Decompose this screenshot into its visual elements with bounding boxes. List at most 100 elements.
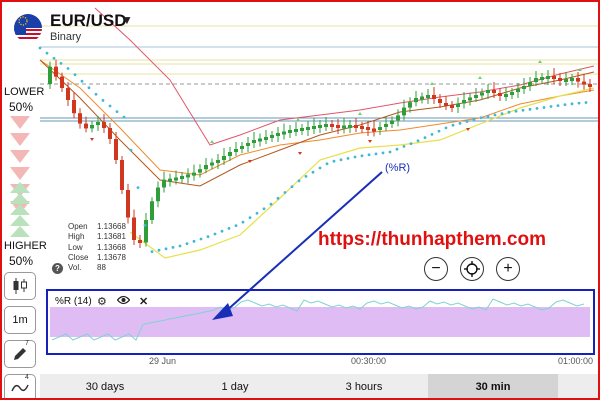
parabolic-sar-dot	[143, 223, 147, 227]
parabolic-sar-dot	[521, 108, 525, 112]
timeframe-1-day[interactable]: 1 day	[221, 381, 249, 393]
candle-body	[84, 123, 88, 129]
candle-body	[168, 178, 172, 182]
parabolic-sar-dot	[192, 239, 196, 243]
fractal-up-marker	[538, 60, 542, 63]
parabolic-sar-dot	[507, 110, 511, 114]
candle-body	[222, 156, 226, 160]
up-arrow-strip	[10, 193, 30, 204]
zoom-in-button[interactable]: +	[496, 257, 520, 281]
up-arrow-strip	[10, 182, 30, 193]
recenter-button[interactable]	[460, 257, 484, 281]
parabolic-sar-dot	[570, 102, 574, 106]
candle-body	[516, 89, 520, 92]
higher-label[interactable]: HIGHER	[4, 240, 47, 252]
parabolic-sar-dot	[129, 148, 133, 152]
candle-body	[180, 176, 184, 179]
candle-body	[438, 99, 442, 103]
chevron-down-icon[interactable]: ▼	[121, 13, 133, 27]
candle-body	[510, 92, 514, 95]
candle-body	[348, 125, 352, 128]
candlestick-icon	[13, 278, 27, 294]
fractal-down-marker	[90, 138, 94, 141]
candle-body	[546, 76, 550, 79]
parabolic-sar-dot	[122, 115, 126, 119]
help-icon[interactable]: ?	[52, 263, 63, 274]
candle-body	[480, 92, 484, 96]
parabolic-sar-dot	[388, 150, 392, 154]
draw-tools-badge: 7	[25, 340, 29, 347]
parabolic-sar-dot	[402, 145, 406, 148]
candle-body	[354, 125, 358, 128]
candle-body	[150, 201, 154, 220]
lower-label[interactable]: LOWER	[4, 86, 45, 98]
moving-average-line	[94, 7, 595, 146]
up-arrow-strip	[10, 226, 30, 237]
parabolic-sar-dot	[353, 155, 357, 159]
ohlc-tooltip: Open 1.13668 High 1.13681 Low 1.13668 Close…	[68, 222, 126, 273]
parabolic-sar-dot	[115, 110, 119, 113]
candle-body	[426, 95, 430, 98]
asset-pair-title[interactable]: EUR/USD	[50, 11, 127, 30]
parabolic-sar-dot	[304, 175, 308, 178]
parabolic-sar-dot	[535, 107, 539, 110]
parabolic-sar-dot	[199, 237, 203, 241]
candle-body	[582, 81, 586, 85]
parabolic-sar-dot	[213, 232, 217, 236]
candle-body	[156, 187, 160, 202]
candle-body	[378, 127, 382, 130]
moving-average-line	[39, 59, 595, 187]
candle-body	[192, 172, 196, 176]
parabolic-sar-dot	[101, 99, 105, 102]
high-label: High	[68, 232, 85, 242]
candle-body	[72, 100, 76, 114]
parabolic-sar-dot	[178, 244, 182, 248]
close-label: Close	[68, 252, 89, 262]
candle-body	[186, 174, 190, 178]
timeframe-30-days[interactable]: 30 days	[85, 381, 125, 393]
candle-body	[534, 78, 538, 82]
indicators-button[interactable]	[4, 374, 36, 400]
timeframe-3-hours[interactable]: 3 hours	[345, 381, 383, 393]
parabolic-sar-dot	[80, 79, 84, 83]
candle-body	[408, 102, 412, 108]
open-value: 1.13668	[97, 222, 126, 231]
parabolic-sar-dot	[577, 101, 581, 105]
candle-body	[414, 98, 418, 103]
gear-icon[interactable]: ⚙	[97, 296, 107, 308]
candle-body	[288, 130, 292, 133]
parabolic-sar-dot	[360, 154, 364, 158]
chart-type-button[interactable]	[4, 272, 36, 300]
candle-body	[318, 125, 322, 128]
parabolic-sar-dot	[339, 158, 343, 162]
down-arrow-strip	[10, 167, 30, 180]
candle-body	[486, 90, 490, 93]
candle-body	[246, 143, 250, 146]
candle-body	[198, 169, 202, 173]
parabolic-sar-dot	[87, 86, 91, 90]
parabolic-sar-dot	[381, 151, 385, 155]
x-axis-label: 01:00:00	[558, 356, 594, 366]
high-value: 1.13681	[97, 232, 126, 242]
parabolic-sar-dot	[248, 216, 252, 220]
candle-body	[330, 124, 334, 127]
candle-body	[420, 96, 424, 100]
draw-tools-button[interactable]	[4, 340, 36, 368]
timeframe-button[interactable]: 1m	[4, 306, 36, 334]
parabolic-sar-dot	[374, 152, 378, 156]
williams-r-line	[51, 298, 585, 341]
parabolic-sar-dot	[486, 115, 490, 118]
eye-icon[interactable]	[116, 295, 131, 308]
parabolic-sar-dot	[423, 136, 427, 140]
parabolic-sar-dot	[150, 250, 154, 254]
parabolic-sar-dot	[108, 104, 112, 108]
timeframe-30-min[interactable]: 30 min	[428, 374, 558, 400]
down-arrow-strip	[10, 133, 30, 146]
close-icon[interactable]: ✕	[139, 296, 149, 308]
candle-body	[114, 139, 118, 160]
volume-value: 88	[97, 263, 106, 273]
zoom-out-button[interactable]: −	[424, 257, 448, 281]
parabolic-sar-dot	[220, 229, 224, 233]
